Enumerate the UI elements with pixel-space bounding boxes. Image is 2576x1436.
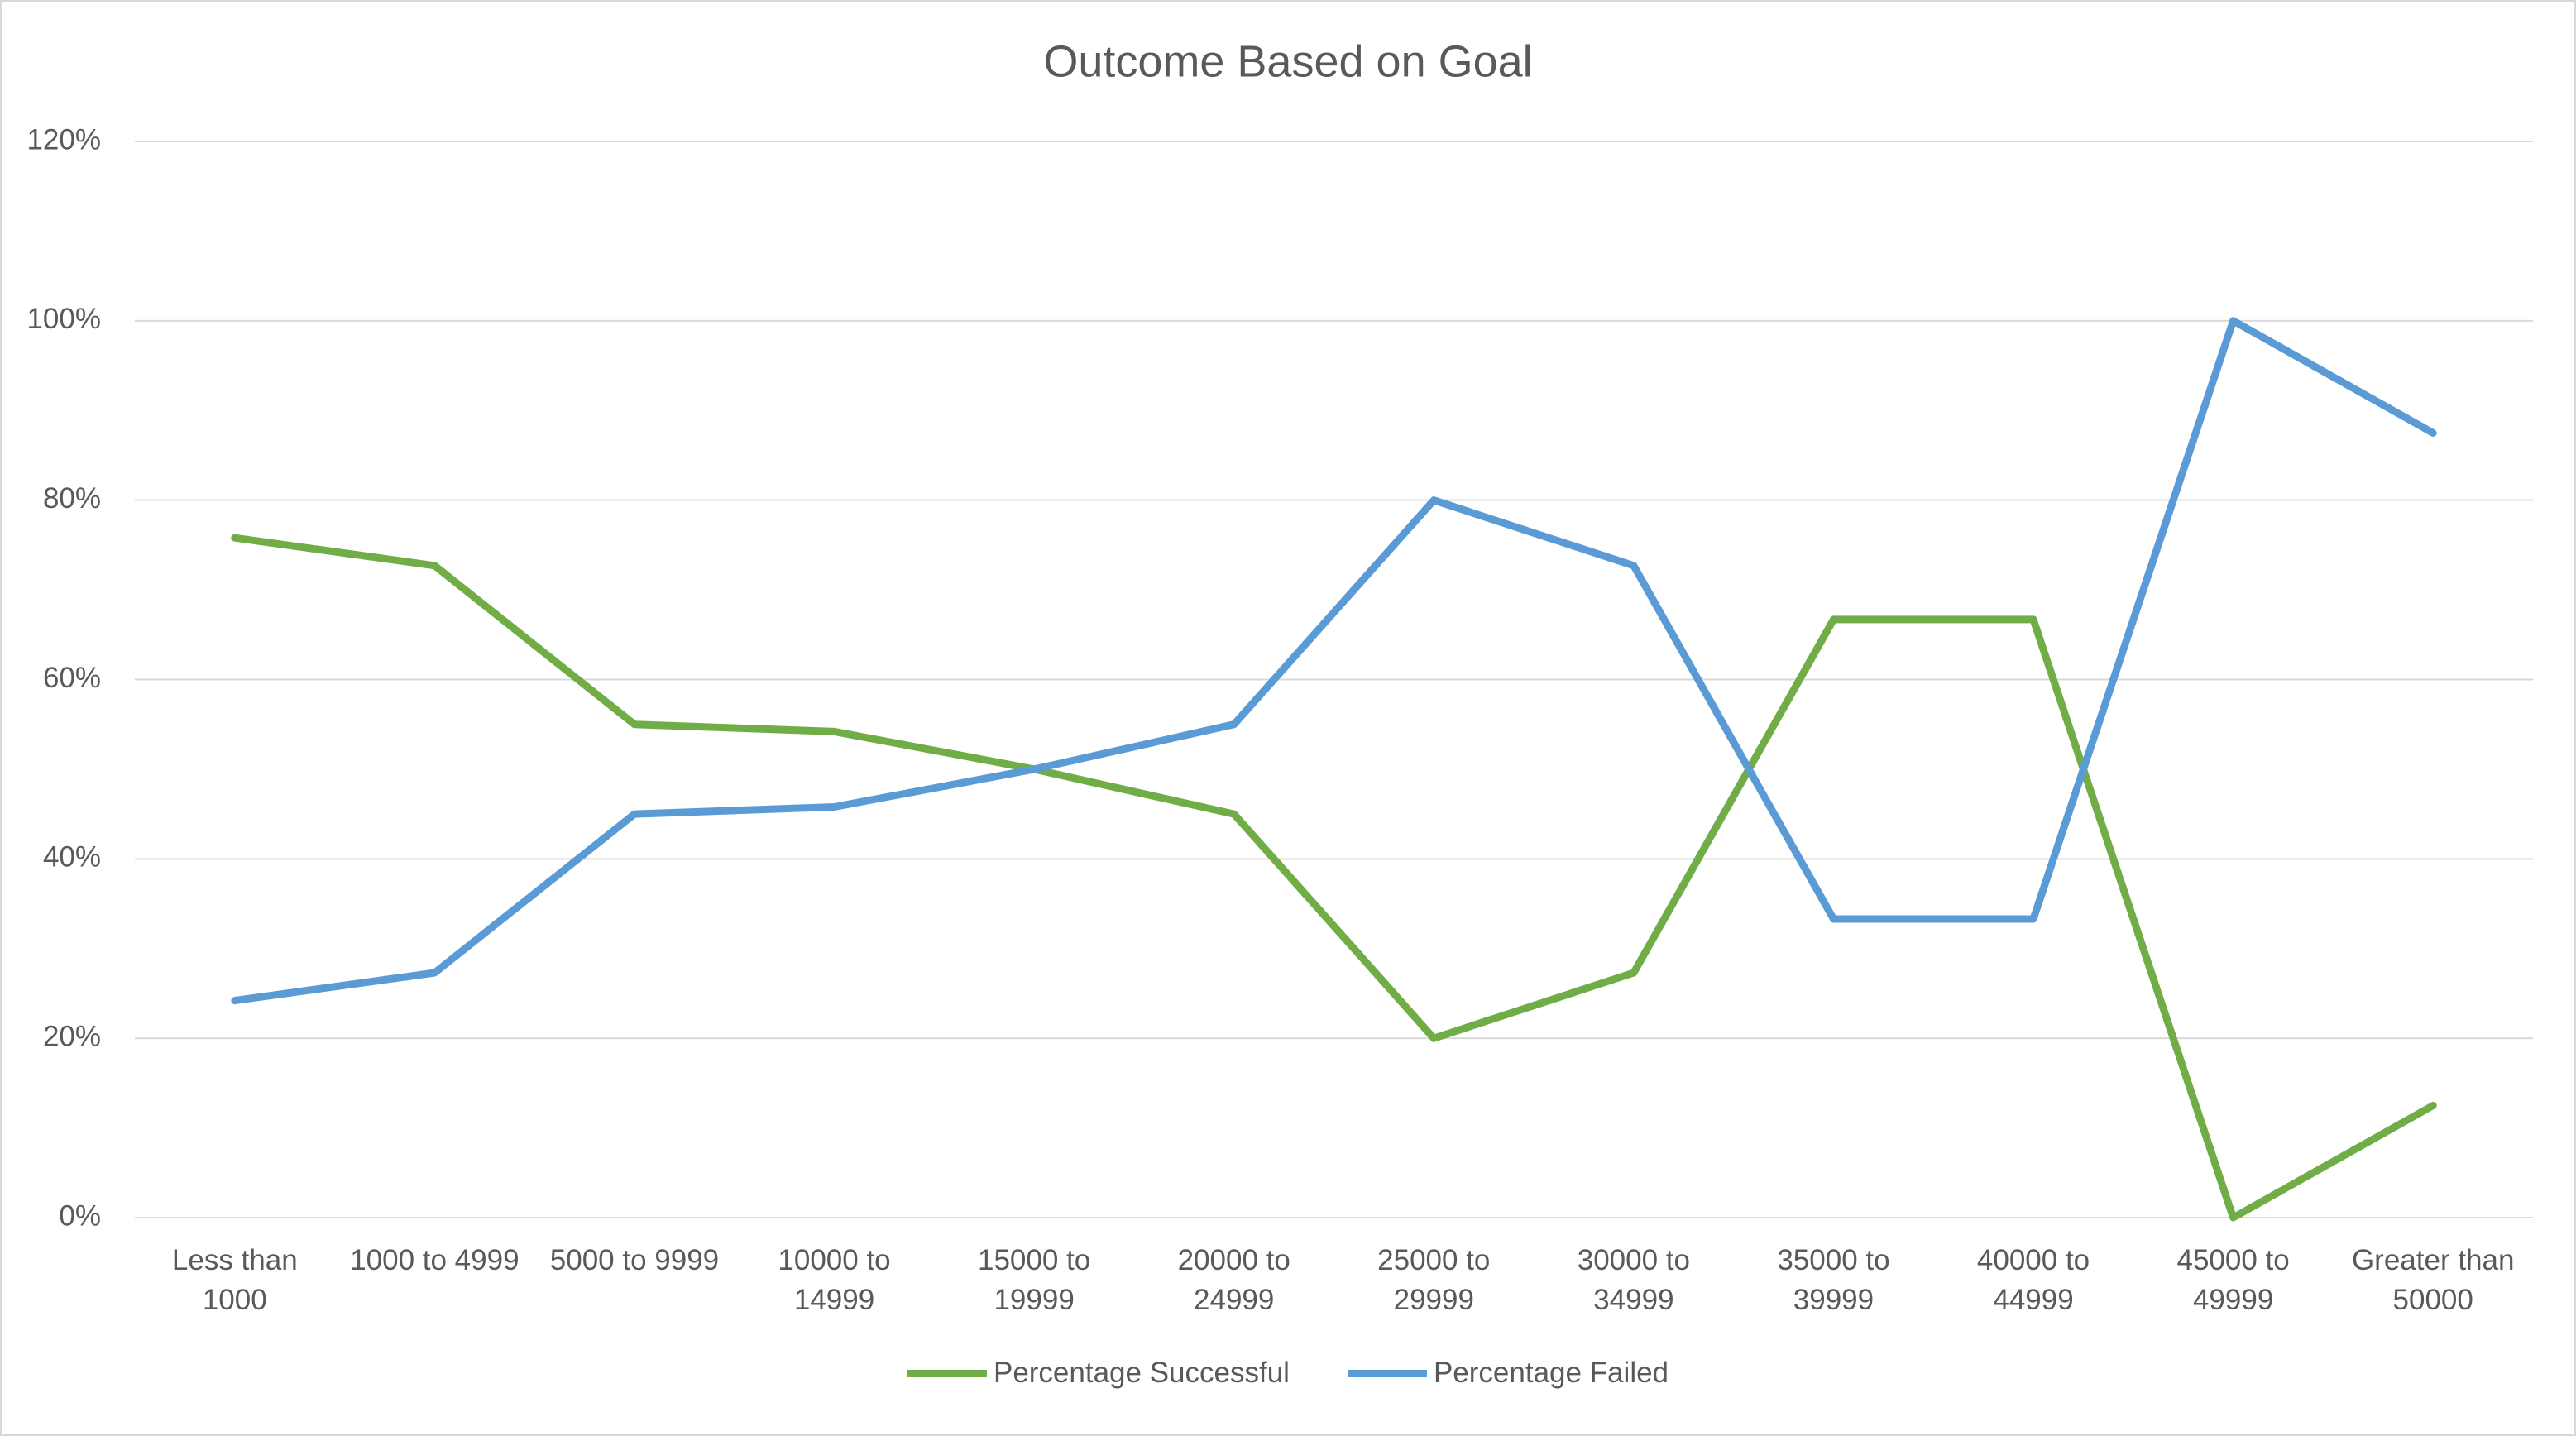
x-tick-label: 20000 to 24999: [1177, 1244, 1290, 1316]
x-tick-label: 15000 to 19999: [978, 1244, 1091, 1316]
x-tick-label: 45000 to 49999: [2176, 1244, 2290, 1316]
y-tick-label: 60%: [43, 662, 101, 694]
chart-title: Outcome Based on Goal: [1043, 36, 1532, 86]
y-tick-label: 20%: [43, 1020, 101, 1052]
x-tick-label: 40000 to 44999: [1976, 1244, 2090, 1316]
x-tick-label: 1000 to 4999: [350, 1244, 520, 1276]
y-tick-label: 0%: [59, 1199, 101, 1232]
legend-item: Percentage Failed: [1347, 1357, 1669, 1390]
series-line: [231, 534, 2437, 1222]
legend-item: Percentage Successful: [907, 1357, 1290, 1390]
y-tick-label: 40%: [43, 841, 101, 874]
series-line: [231, 317, 2437, 1005]
legend-label: Percentage Successful: [993, 1357, 1290, 1389]
x-tick-label: Less than 1000: [171, 1244, 298, 1316]
x-tick-label: 10000 to 14999: [778, 1244, 891, 1316]
y-tick-label: 80%: [43, 482, 101, 515]
x-tick-label: 25000 to 29999: [1377, 1244, 1491, 1316]
x-tick-label: 35000 to 39999: [1777, 1244, 1890, 1316]
y-tick-label: 120%: [26, 123, 101, 156]
x-tick-label: 5000 to 9999: [549, 1244, 720, 1276]
y-tick-label: 100%: [26, 303, 101, 335]
legend: Percentage Successful Percentage Failed: [0, 1357, 2576, 1390]
x-tick-label: Greater than 50000: [2351, 1244, 2515, 1316]
x-tick-label: 30000 to 34999: [1577, 1244, 1690, 1316]
legend-swatch: [1347, 1369, 1427, 1377]
legend-label: Percentage Failed: [1433, 1357, 1669, 1389]
legend-swatch: [907, 1369, 987, 1377]
